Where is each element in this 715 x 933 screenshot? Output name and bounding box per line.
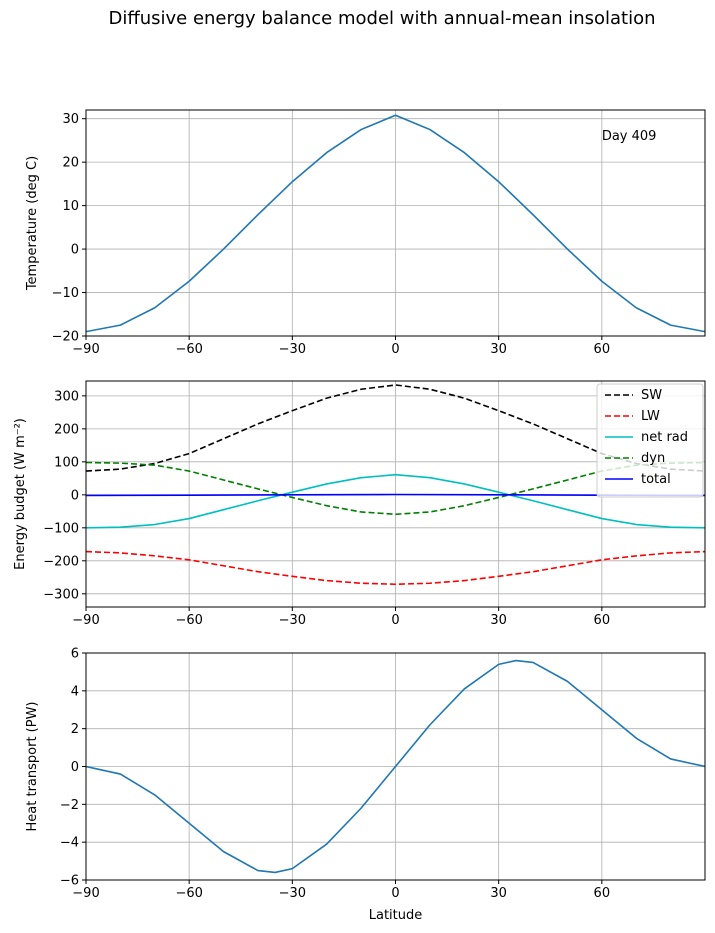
x-tick-label: −60 — [175, 342, 202, 357]
x-tick-label: 60 — [594, 613, 611, 628]
y-tick-label: 30 — [62, 112, 79, 127]
legend-label: dyn — [641, 451, 665, 466]
y-tick-label: −100 — [43, 521, 79, 536]
y-tick-label: 0 — [71, 488, 79, 503]
legend-box — [596, 383, 704, 498]
y-tick-label: 0 — [71, 243, 79, 258]
y-axis-label: Heat transport (PW) — [25, 701, 40, 831]
legend-label: total — [641, 472, 671, 487]
day-annotation: Day 409 — [602, 129, 657, 144]
series-line-LW — [86, 550, 705, 586]
x-axis-label: Latitude — [369, 908, 423, 923]
x-tick-label: −30 — [279, 613, 306, 628]
x-tick-label: 60 — [594, 342, 611, 357]
y-tick-label: 200 — [54, 422, 79, 437]
legend-label: LW — [641, 409, 660, 424]
x-tick-label: 0 — [391, 342, 399, 357]
x-tick-label: 0 — [391, 886, 399, 901]
y-tick-label: 100 — [54, 455, 79, 470]
panel-3: −90 −60 −30 0 30 60 −6 −4 −2 0 2 4 6 Heat transport (… — [25, 647, 706, 923]
y-tick-label: 2 — [71, 722, 79, 737]
series-line-net-rad — [86, 473, 705, 529]
y-tick-label: −4 — [60, 836, 79, 851]
y-tick-label: −300 — [43, 587, 79, 602]
panel-2: −90 −60 −30 0 30 60−300−200−1000100200300Ener… — [13, 380, 706, 628]
y-tick-label: 6 — [71, 647, 79, 662]
panel-1: −90 −60 −30 0 30 60 −20 −10 0 10 20 30 Temperature (… — [25, 109, 706, 357]
y-tick-label: −200 — [43, 554, 79, 569]
x-tick-label: 30 — [490, 886, 507, 901]
x-tick-label: 30 — [490, 342, 507, 357]
x-tick-label: −60 — [175, 613, 202, 628]
x-tick-label: −90 — [72, 342, 99, 357]
legend-label: SW — [641, 388, 662, 403]
series-line-3 — [86, 659, 705, 874]
y-tick-label: 4 — [71, 684, 79, 699]
y-tick-label: −10 — [52, 286, 79, 301]
figure-title: Diffusive energy balance model with annu… — [108, 8, 655, 29]
y-tick-label: 0 — [71, 760, 79, 775]
y-tick-label: −2 — [60, 798, 79, 813]
series-line-1 — [86, 114, 705, 333]
legend: SW LW net rad dyn total — [596, 383, 704, 498]
y-tick-label: 300 — [54, 389, 79, 404]
x-tick-label: 0 — [391, 613, 399, 628]
y-tick-label: −20 — [52, 330, 79, 345]
y-axis-label: Temperature (deg C) — [25, 156, 40, 291]
x-tick-label: −90 — [72, 886, 99, 901]
legend-label: net rad — [641, 430, 688, 445]
y-tick-label: 20 — [62, 156, 79, 171]
y-tick-label: −6 — [60, 874, 79, 889]
x-tick-label: −90 — [72, 613, 99, 628]
y-axis-label: Energy budget (W m⁻²) — [13, 418, 28, 570]
y-tick-label: 10 — [62, 199, 79, 214]
x-tick-label: 60 — [594, 886, 611, 901]
x-tick-label: −60 — [175, 886, 202, 901]
x-tick-label: 30 — [490, 613, 507, 628]
x-tick-label: −30 — [279, 886, 306, 901]
x-tick-label: −30 — [279, 342, 306, 357]
